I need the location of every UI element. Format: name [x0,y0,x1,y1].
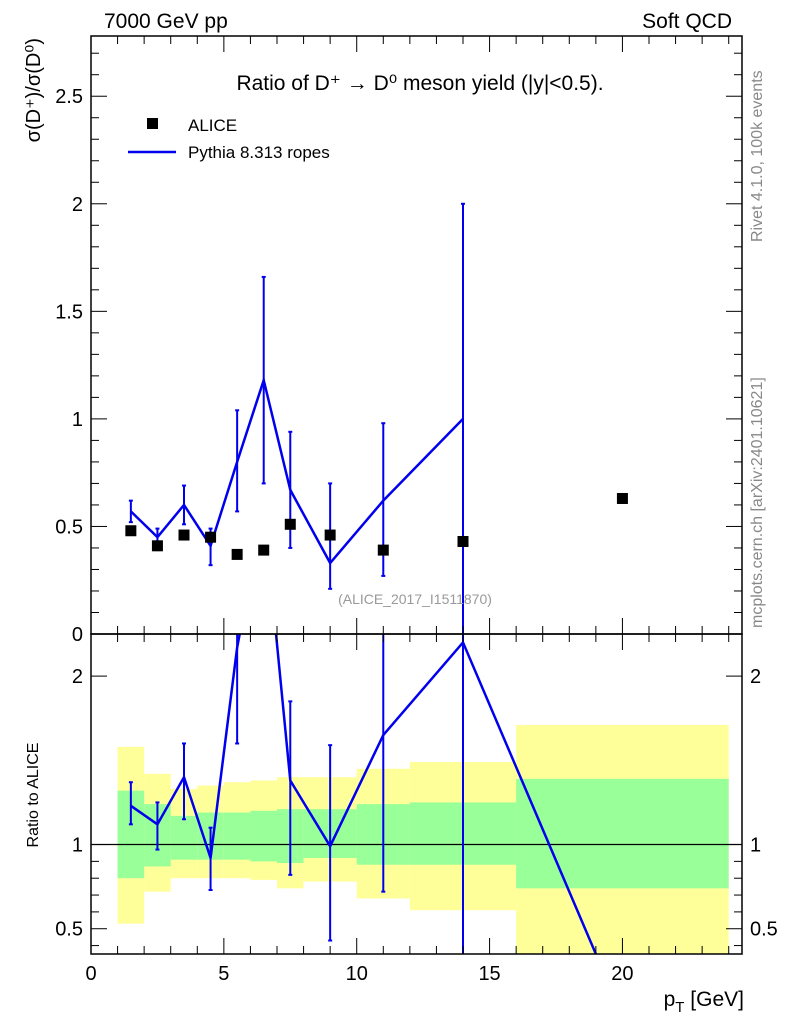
ratio-ytick-label-right: 1 [750,835,761,857]
main-ytick-label: 0 [72,624,83,646]
ratio-ytick-label-left: 2 [72,666,83,688]
ratio-band-inner [516,778,729,889]
main-data-point [258,544,270,556]
main-ytick-label: 1 [72,409,83,431]
ratio-xlabel: pT [GeV] [664,988,744,1016]
main-data-point [457,536,469,548]
legend-mc-label: Pythia 8.313 ropes [188,143,330,162]
ratio-mc-line [130,634,598,954]
main-data-point [231,548,243,560]
ratio-xtick-label: 10 [346,963,368,985]
ratio-frame [90,633,743,955]
header-right: Soft QCD [642,10,732,33]
main-data-point [151,540,163,552]
ratio-xtick-label: 0 [85,963,96,985]
main-watermark: (ALICE_2017_I1511870) [338,591,492,607]
main-ylabel: σ(D⁺)/σ(D⁰) [23,38,45,142]
ratio-ytick-label-left: 0.5 [55,919,83,941]
main-mc-line [129,375,464,566]
legend: ALICE Pythia 8.313 ropes [128,116,330,162]
ratio-xtick-label: 5 [218,963,229,985]
main-panel: 0 0.5 1 1.5 2 2.5 Ratio of D⁺ → D⁰ meson yiel… [23,35,743,646]
xlabel-sub: T [675,999,684,1016]
main-title: Ratio of D⁺ → D⁰ meson yield (|y|<0.5). [236,72,603,95]
rivet-label: Rivet 4.1.0, 100k events [749,70,766,242]
legend-alice-label: ALICE [188,116,237,135]
main-data-point [125,525,137,537]
xlabel-unit: [GeV] [684,988,744,1011]
header-left: 7000 GeV pp [104,10,228,33]
main-ytick-label: 2.5 [55,86,83,108]
main-ytick-label: 0.5 [55,516,83,538]
main-data-point [178,529,190,541]
main-data-point [377,544,389,556]
ratio-ytick-label-right: 0.5 [750,919,778,941]
ratio-ytick-label-left: 1 [72,835,83,857]
ratio-xlabel-text: pT [GeV] [664,988,744,1016]
ratio-ytick-label-right: 2 [750,666,761,688]
main-axes: 0 0.5 1 1.5 2 2.5 [55,36,742,646]
main-ytick-label: 1.5 [55,301,83,323]
main-data-point [205,531,217,543]
ratio-xtick-label: 15 [478,963,500,985]
xlabel-p: p [664,988,676,1011]
main-data-point [284,518,296,530]
ratio-band-inner [223,812,251,860]
ratio-band-inner [250,810,277,862]
ratio-xtick-label: 20 [611,963,633,985]
ratio-content [91,634,742,954]
ratio-axes: 0.5 0.51 12 20 5 10 15 20 [55,634,778,985]
main-data-point [324,529,336,541]
ratio-panel: 0.5 0.51 12 20 5 10 15 20 Ratio to ALICE pT [Ge… [25,633,778,1016]
ratio-band-inner [170,815,198,860]
legend-alice-marker [147,118,158,129]
main-content [125,202,628,634]
main-data-point [616,492,628,504]
mcplots-label: mcplots.cern.ch [arXiv:2401.10621] [749,377,766,628]
main-ytick-label: 2 [72,194,83,216]
ratio-ylabel: Ratio to ALICE [25,743,42,848]
